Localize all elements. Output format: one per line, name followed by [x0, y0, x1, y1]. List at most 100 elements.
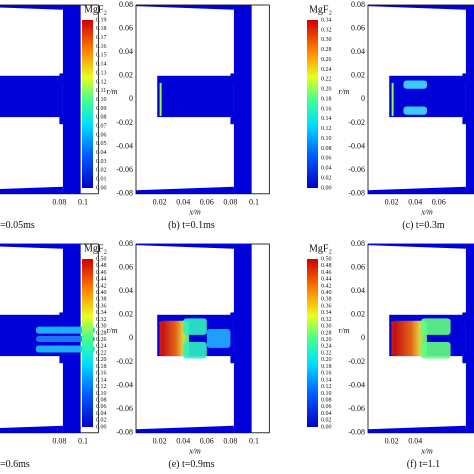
x-axis-label: x/m — [420, 208, 433, 217]
colorbar-tick-label: 0.32 — [96, 317, 107, 323]
colorbar-tick-label: 0.40 — [96, 290, 107, 296]
caption: =0.6ms — [0, 459, 30, 470]
y-tick-label: 0.06 — [351, 23, 365, 32]
colorbar-tick-label: 0.24 — [321, 344, 332, 350]
x-tick-label: 0.08 — [52, 198, 66, 207]
y-tick-label: 0.06 — [351, 262, 365, 271]
y-tick-label: -0.08 — [116, 189, 133, 198]
x-axis-label: x/m — [420, 447, 433, 456]
top-strip — [0, 5, 63, 10]
colorbar-tick-label: 0.30 — [321, 324, 332, 330]
y-tick-label: -0.02 — [116, 118, 133, 127]
x-axis-label: x/m — [188, 208, 201, 217]
y-tick-label: 0 — [129, 333, 133, 342]
colorbar-tick-label: 0.40 — [321, 290, 332, 296]
colorbar-tick-label: 0.14 — [96, 62, 107, 68]
colorbar-tick-label: 0.24 — [321, 67, 332, 73]
y-tick-label: -0.06 — [348, 404, 365, 413]
panel: 0.02 0.04 0.06 0.08 0.10.080.060.040.020-0.0… — [106, 239, 332, 470]
notch — [462, 353, 469, 364]
y-tick-label: -0.04 — [116, 380, 133, 389]
x-tick-label: 0.06 — [200, 437, 214, 446]
colorbar — [307, 20, 318, 188]
colorbar-tick-label: 0.44 — [321, 277, 332, 283]
top-strip — [136, 244, 234, 249]
colorbar-tick-label: 0.22 — [96, 350, 107, 356]
colorbar-tick-label: 0.08 — [96, 115, 107, 121]
colorbar-tick-label: 0.12 — [96, 79, 107, 85]
colorbar-tick-label: 0.06 — [96, 132, 107, 138]
y-tick-label: -0.02 — [348, 357, 365, 366]
y-tick-label: 0.08 — [351, 0, 365, 9]
colorbar-tick-label: 0.17 — [96, 35, 107, 41]
y-tick-label: -0.04 — [348, 141, 365, 150]
y-tick-label: 0.02 — [351, 71, 365, 80]
colorbar-tick-label: 0.26 — [321, 337, 332, 343]
notch — [230, 353, 237, 364]
colorbar-tick-label: 0.22 — [321, 350, 332, 356]
colorbar-tick-label: 0.46 — [96, 270, 107, 276]
colorbar-tick-label: 0.14 — [321, 116, 332, 122]
x-tick-label: 0.1 — [78, 437, 88, 446]
colorbar-tick-label: 0.10 — [96, 97, 107, 103]
x-tick-label: 0.06 — [432, 198, 446, 207]
colorbar-tick-label: 0.50 — [321, 256, 332, 262]
y-tick-label: -0.06 — [116, 165, 133, 174]
notch — [59, 73, 66, 83]
wall — [465, 5, 474, 194]
colorbar-title: MgF₂ — [84, 4, 107, 15]
colorbar-tick-label: 0.02 — [96, 168, 107, 174]
y-tick-label: -0.08 — [348, 189, 365, 198]
channel — [0, 75, 63, 118]
inlet-line — [391, 82, 394, 116]
x-tick-label: 0.08 — [223, 437, 237, 446]
colorbar-tick-label: 0.12 — [321, 126, 332, 132]
colorbar-tick-label: 0.14 — [96, 377, 107, 383]
colorbar-tick-label: 0.12 — [321, 384, 332, 390]
x-tick-label: 0.04 — [408, 198, 422, 207]
notch — [462, 312, 469, 322]
colorbar-tick-label: 0.34 — [96, 310, 107, 316]
colorbar-tick-label: 0.38 — [96, 297, 107, 303]
caption: (b) t=0.1ms — [168, 220, 215, 231]
bottom-strip — [0, 425, 63, 433]
y-tick-label: 0 — [129, 94, 133, 103]
colorbar-tick-label: 0.00 — [321, 424, 332, 430]
colorbar-tick-label: 0.32 — [321, 317, 332, 323]
colorbar-tick-label: 0.26 — [321, 57, 332, 63]
bottom-strip — [0, 186, 63, 194]
x-tick-label: 0.02 — [153, 437, 167, 446]
colorbar-tick-label: 0.46 — [321, 270, 332, 276]
x-tick-label: 0.02 — [385, 437, 399, 446]
colorbar-tick-label: 0.16 — [321, 106, 332, 112]
y-tick-label: 0.08 — [351, 239, 365, 248]
y-tick-label: 0.04 — [351, 47, 365, 56]
notch — [230, 73, 237, 83]
colorbar-tick-label: 0.42 — [321, 283, 332, 289]
mixing-region — [183, 318, 207, 335]
colorbar-tick-label: 0.16 — [96, 371, 107, 377]
x-tick-label: 0.04 — [176, 198, 190, 207]
colorbar-tick-label: 0.36 — [321, 303, 332, 309]
colorbar-tick-label: 0.06 — [321, 404, 332, 410]
colorbar-tick-label: 0.08 — [321, 397, 332, 403]
colorbar-tick-label: 0.10 — [321, 391, 332, 397]
notch — [462, 114, 469, 125]
notch — [230, 312, 237, 322]
colorbar-tick-label: 0.12 — [96, 384, 107, 390]
wall — [233, 5, 252, 194]
colorbar-tick-label: 0.28 — [321, 47, 332, 53]
caption: (e) t=0.9ms — [168, 459, 214, 470]
mixing-region — [403, 106, 427, 115]
top-strip — [368, 5, 466, 10]
wall — [233, 244, 252, 433]
colorbar-tick-label: 0.32 — [321, 27, 332, 33]
colorbar-tick-label: 0.16 — [321, 371, 332, 377]
colorbar-tick-label: 0.30 — [96, 324, 107, 330]
mixing-region — [35, 336, 95, 342]
x-tick-label: 0.04 — [408, 437, 422, 446]
y-axis-label: r/m — [106, 87, 117, 96]
colorbar-tick-label: 0.01 — [96, 177, 107, 183]
y-axis-label: r/m — [106, 326, 117, 335]
colorbar-tick-label: 0.06 — [321, 156, 332, 162]
